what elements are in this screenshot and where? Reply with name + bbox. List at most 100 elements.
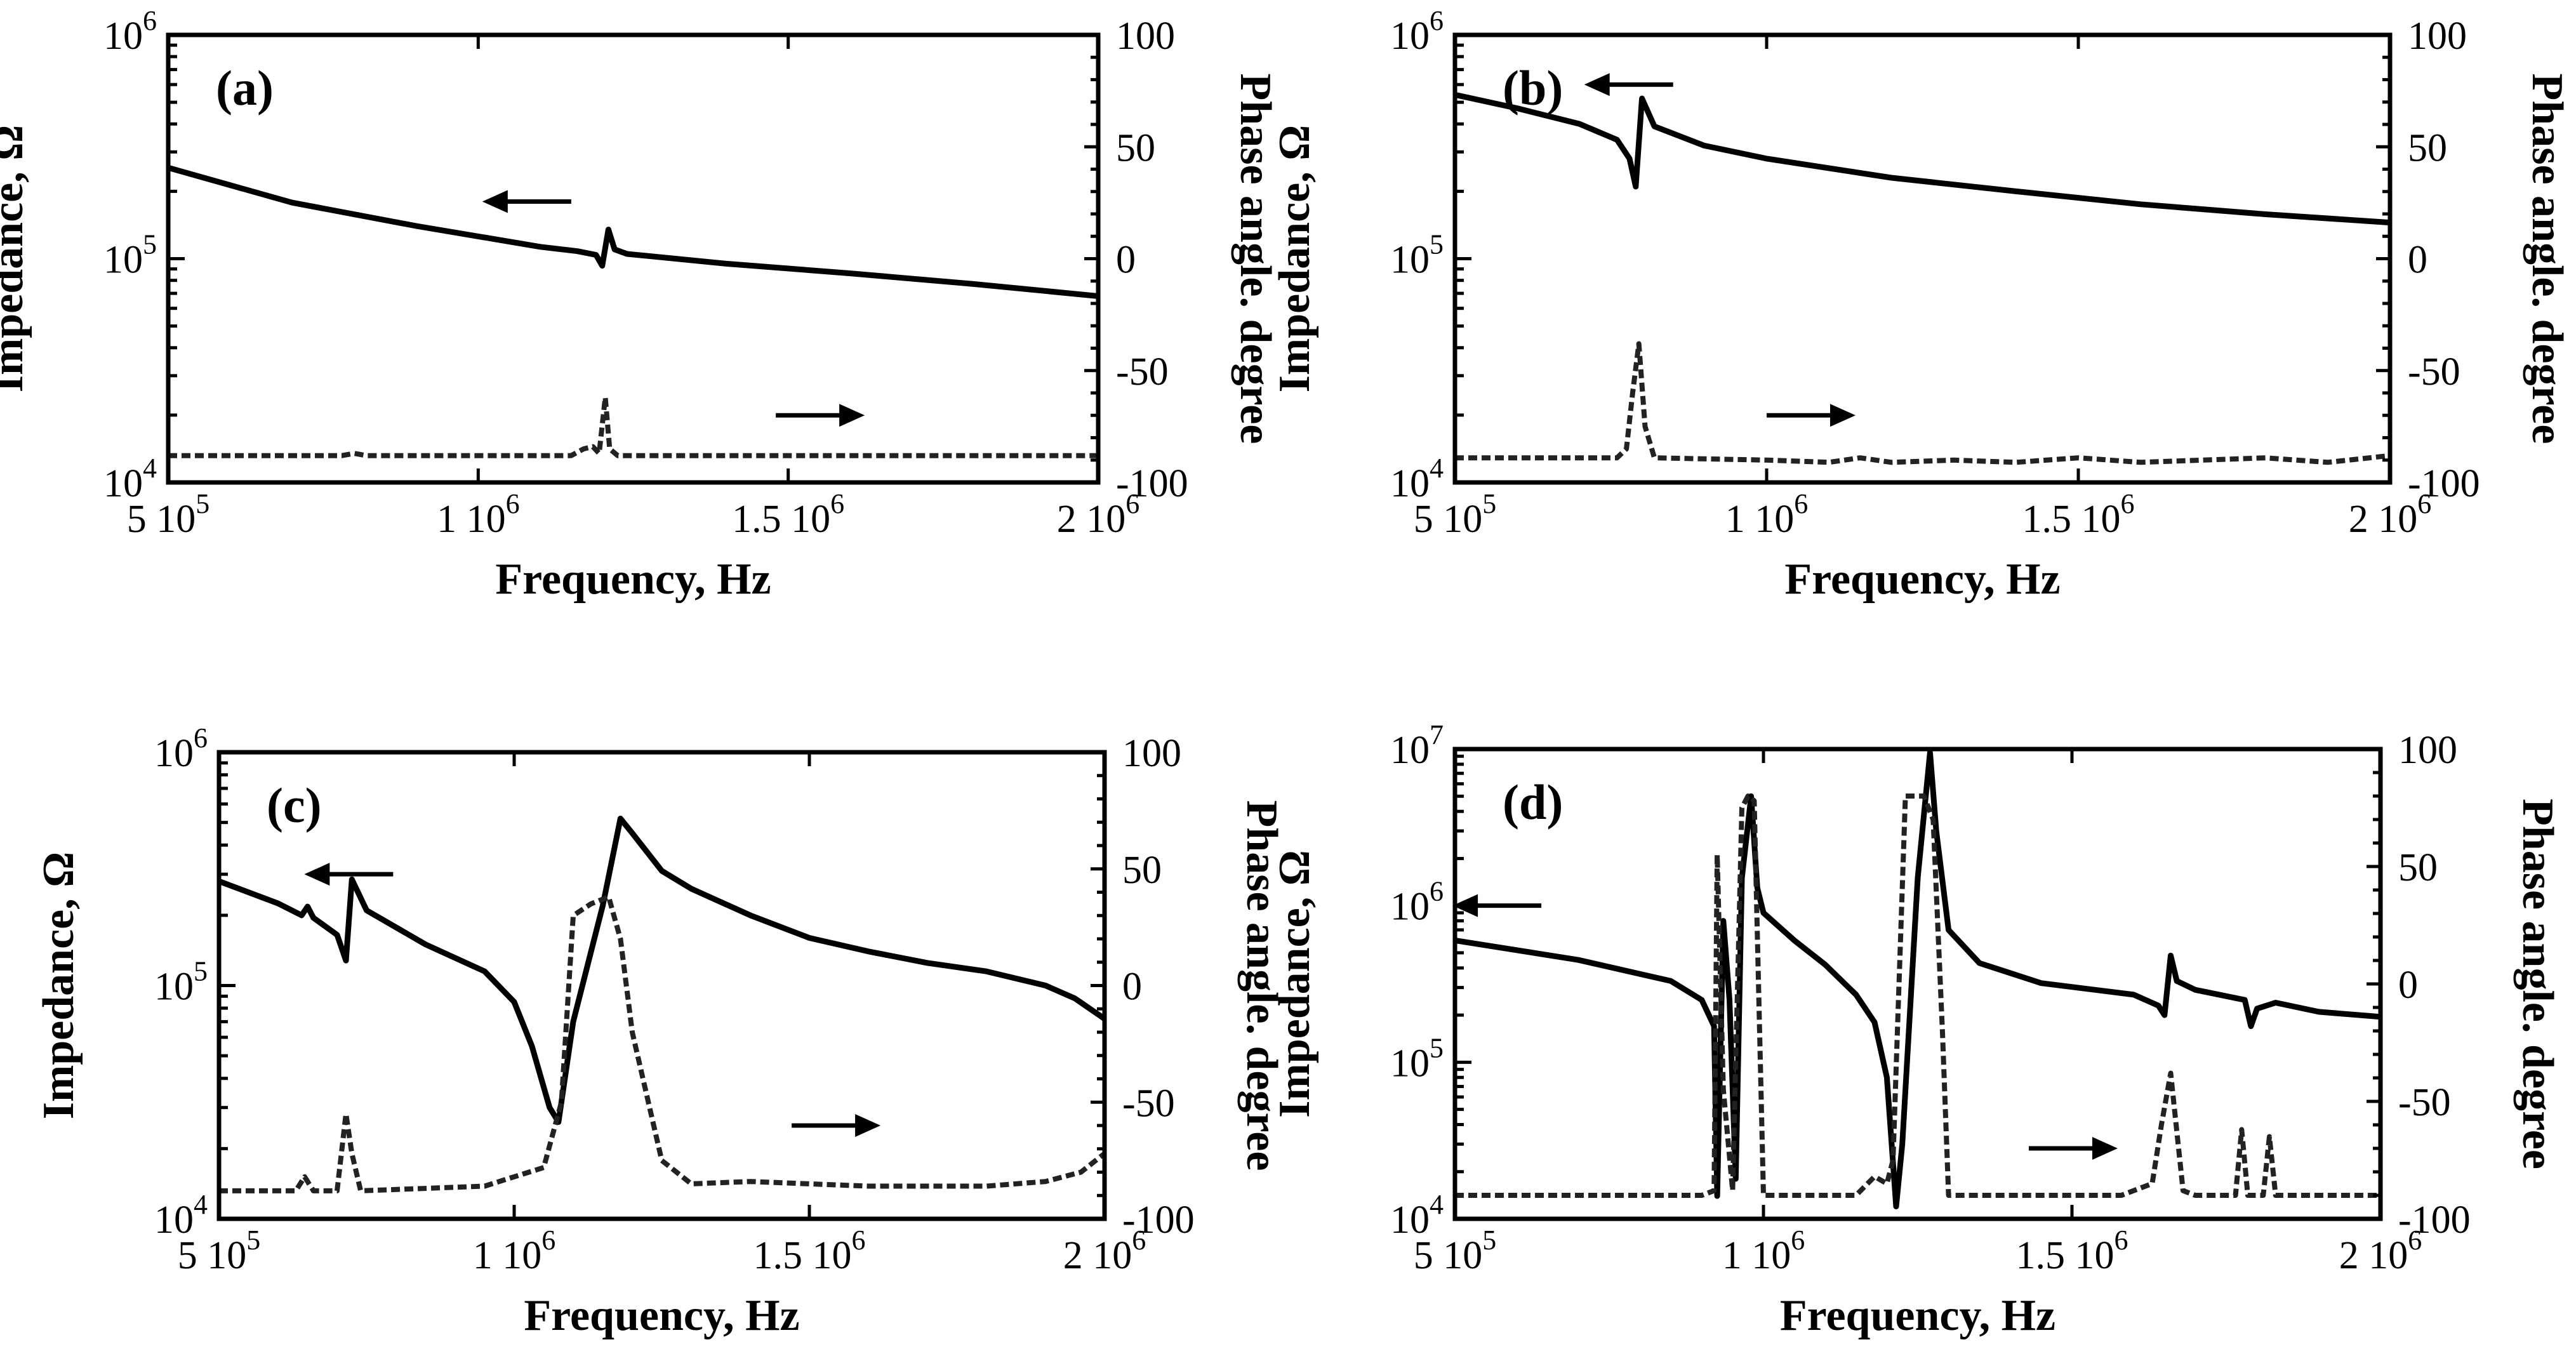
x-axis-title: Frequency, Hz [1784,555,2060,604]
x-tick-label-mantissa: 1.5 10 [754,1234,852,1277]
impedance-line-c [219,815,1105,1125]
y2-axis-title: Phase angle. degree [2513,799,2562,1169]
y-tick-label-exponent: 4 [143,453,157,484]
y2-tick-label: 100 [2408,15,2467,58]
x-tick-label-mantissa: 1.5 10 [732,498,830,541]
x-tick-label-exponent: 6 [2115,1225,2128,1256]
impedance-line-a [168,164,1098,299]
y2-tick-label: -50 [2398,1081,2451,1124]
y-tick-label-mantissa: 10 [1390,886,1430,929]
x-tick-label-exponent: 6 [2408,1225,2422,1256]
y-tick-label-mantissa: 10 [103,462,143,505]
y2-tick-label: -100 [1116,462,1188,505]
x-tick-label: 1.5 106 [732,488,844,541]
x-tick-label-exponent: 6 [541,1225,555,1256]
x-tick-label: 1 106 [473,1225,556,1277]
arrow-left-head [304,863,330,886]
y2-tick-label: -50 [2408,350,2460,394]
y-tick-label-exponent: 6 [194,722,208,754]
y-tick-label-mantissa: 10 [103,239,143,282]
y-tick-label-mantissa: 10 [1390,1042,1430,1085]
phase-line-c [219,894,1105,1193]
y-tick-label-exponent: 4 [1430,453,1444,484]
panel-label: (a) [216,60,274,116]
y2-axis-title: Phase angle. degree [2523,74,2572,444]
y-axis-title: Impedance, Ω [34,852,83,1120]
x-tick-label-exponent: 5 [196,488,209,519]
x-tick-label-mantissa: 1 10 [437,498,506,541]
x-tick-label-mantissa: 5 10 [178,1234,247,1277]
y-tick-label: 105 [1390,1032,1444,1085]
arrow-left-head [1452,894,1478,917]
y2-tick-label: 0 [1122,966,1142,1009]
arrow-right-head [855,1114,881,1137]
x-tick-label-mantissa: 1.5 10 [2022,498,2121,541]
arrow-right-head [839,404,865,427]
y-tick-label: 104 [1390,453,1444,505]
arrow-right-head [2092,1137,2118,1160]
y-tick-label-mantissa: 10 [154,966,194,1009]
x-tick-label: 1 106 [437,488,520,541]
y2-tick-label: 100 [2398,729,2457,772]
x-tick-label-exponent: 5 [1482,488,1496,519]
x-tick-label-exponent: 6 [1125,488,1139,519]
y-tick-label-exponent: 5 [1430,1032,1444,1063]
y-tick-label-exponent: 4 [194,1189,208,1220]
y2-tick-label: 0 [1116,239,1136,282]
x-tick-label: 5 105 [1414,1225,1497,1277]
y-tick-label: 105 [1390,229,1444,282]
y2-axis-title: Phase angle. degree [1237,800,1286,1171]
x-tick-label: 2 106 [1057,488,1140,541]
x-tick-label-exponent: 6 [1132,1225,1146,1256]
panel-label: (b) [1503,60,1563,116]
x-tick-label-exponent: 5 [246,1225,260,1256]
x-tick-label-mantissa: 2 10 [2339,1234,2408,1277]
x-tick-label-mantissa: 1 10 [1725,498,1795,541]
x-tick-label: 2 106 [1063,1225,1146,1277]
phase-line-b [1455,341,2390,465]
y-axis-title: Impedance, Ω [0,125,32,393]
x-tick-label-exponent: 6 [2121,488,2135,519]
y-tick-label-mantissa: 10 [1390,15,1430,58]
x-tick-label-mantissa: 1 10 [473,1234,542,1277]
y-tick-label: 104 [154,1189,208,1242]
x-tick-label-exponent: 6 [1794,488,1808,519]
y2-tick-label: 50 [2408,126,2447,169]
x-tick-label-mantissa: 1.5 10 [2016,1234,2115,1277]
y-tick-label: 106 [1390,5,1444,58]
y-tick-label: 104 [1390,1189,1444,1242]
panel-label: (c) [267,778,322,833]
y-axis-title: Impedance, Ω [1270,850,1319,1118]
chart-panel-a: 5 105 1 106 1.5 106 2 106104105106-100-5005… [0,5,1280,604]
arrow-left-head [482,190,508,213]
x-tick-label-exponent: 6 [852,1225,866,1256]
x-axis-title: Frequency, Hz [524,1291,799,1340]
panel-label: (d) [1503,774,1563,830]
x-tick-label-mantissa: 5 10 [1414,498,1483,541]
x-tick-label-mantissa: 5 10 [127,498,196,541]
impedance-line-d [1455,750,2380,1209]
y-tick-label: 104 [103,453,157,505]
y-tick-label-mantissa: 10 [154,732,194,775]
x-tick-label: 1 106 [1725,488,1809,541]
x-tick-label: 2 106 [2349,488,2432,541]
y2-tick-label: 100 [1122,732,1181,775]
y2-tick-label: -100 [2398,1199,2471,1242]
y-tick-label: 105 [154,956,208,1009]
x-axis-title: Frequency, Hz [1780,1291,2055,1340]
x-tick-label-exponent: 6 [1791,1225,1805,1256]
y-tick-label: 106 [154,722,208,775]
y-tick-label-exponent: 4 [1430,1189,1444,1220]
y-tick-label: 105 [103,229,157,282]
y-tick-label: 106 [1390,876,1444,929]
x-tick-label-mantissa: 2 10 [1063,1234,1132,1277]
chart-panel-c: 5 105 1 106 1.5 106 2 106104105106-100-5005… [34,722,1286,1340]
x-tick-label-mantissa: 2 10 [1057,498,1126,541]
plot-frame [1452,32,2393,485]
y-tick-label-mantissa: 10 [103,15,143,58]
x-tick-label: 1.5 106 [2016,1225,2128,1277]
y2-tick-label: -50 [1116,350,1169,394]
x-tick-label-mantissa: 1 10 [1722,1234,1791,1277]
x-tick-label: 5 105 [178,1225,261,1277]
x-tick-label-exponent: 6 [2417,488,2431,519]
